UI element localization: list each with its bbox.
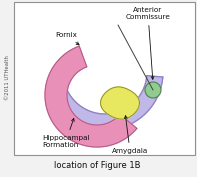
Polygon shape: [49, 76, 163, 130]
Text: Amygdala: Amygdala: [112, 116, 148, 154]
Polygon shape: [45, 46, 137, 147]
Text: Hippocampal
Formation: Hippocampal Formation: [42, 118, 89, 148]
Text: Fornix: Fornix: [55, 32, 79, 45]
Polygon shape: [101, 87, 139, 119]
Text: ©2011 UTHealth: ©2011 UTHealth: [6, 56, 10, 100]
FancyBboxPatch shape: [14, 2, 195, 155]
Text: location of Figure 1B: location of Figure 1B: [54, 161, 140, 170]
Circle shape: [145, 82, 161, 98]
Text: Anterior
Commissure: Anterior Commissure: [125, 7, 170, 79]
